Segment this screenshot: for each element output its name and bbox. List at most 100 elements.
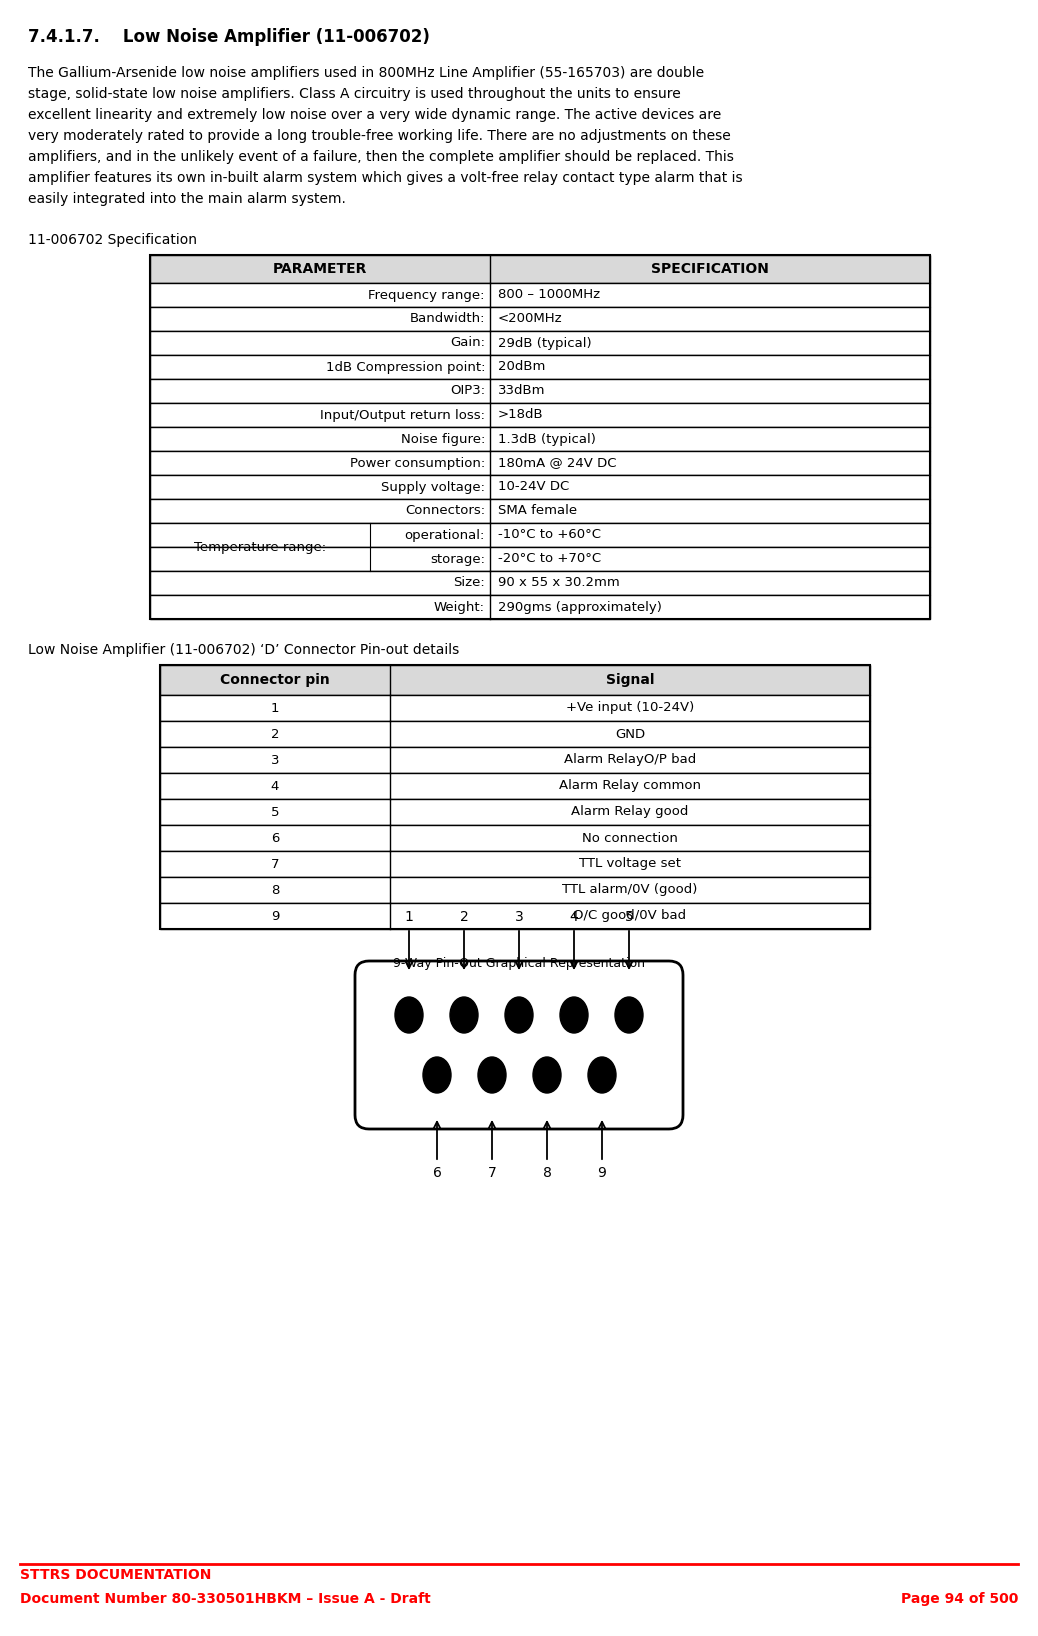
Bar	[151, 255, 930, 618]
Bar	[151, 380, 930, 402]
Text: 8: 8	[271, 883, 279, 897]
Text: Page 94 of 500: Page 94 of 500	[901, 1592, 1018, 1607]
Text: 3: 3	[271, 754, 279, 767]
Text: 9: 9	[598, 1166, 606, 1180]
Text: Gain:: Gain:	[450, 337, 485, 350]
Bar	[151, 308, 930, 330]
Text: OIP3:: OIP3:	[449, 384, 485, 398]
Bar	[151, 546, 930, 571]
Bar	[151, 330, 930, 355]
Text: 7.4.1.7.    Low Noise Amplifier (11-006702): 7.4.1.7. Low Noise Amplifier (11-006702)	[28, 28, 430, 46]
FancyBboxPatch shape	[355, 960, 683, 1129]
Text: 2: 2	[460, 910, 468, 924]
Text: SMA female: SMA female	[498, 504, 577, 517]
Bar	[151, 524, 930, 546]
Text: O/C good/0V bad: O/C good/0V bad	[573, 910, 686, 923]
Text: 1: 1	[271, 702, 279, 715]
Ellipse shape	[424, 1057, 450, 1093]
Text: 9: 9	[271, 910, 279, 923]
Text: 1: 1	[405, 910, 413, 924]
Bar	[160, 748, 870, 772]
Bar	[160, 664, 870, 695]
Bar	[160, 851, 870, 877]
Text: Low Noise Amplifier (11-006702) ‘D’ Connector Pin-out details: Low Noise Amplifier (11-006702) ‘D’ Conn…	[28, 643, 459, 658]
Bar	[160, 825, 870, 851]
Text: Bandwidth:: Bandwidth:	[410, 312, 485, 326]
Bar	[151, 452, 930, 474]
Bar	[151, 427, 930, 452]
Text: Noise figure:: Noise figure:	[401, 432, 485, 445]
Text: Frequency range:: Frequency range:	[368, 288, 485, 301]
Text: Document Number 80-330501HBKM – Issue A - Draft: Document Number 80-330501HBKM – Issue A …	[20, 1592, 431, 1607]
Text: Signal: Signal	[606, 672, 654, 687]
Text: Connector pin: Connector pin	[220, 672, 330, 687]
Text: 290gms (approximately): 290gms (approximately)	[498, 600, 662, 614]
Text: 2: 2	[271, 728, 279, 741]
Ellipse shape	[479, 1057, 506, 1093]
Bar	[151, 499, 930, 524]
Text: Power consumption:: Power consumption:	[350, 456, 485, 470]
Text: 4: 4	[271, 779, 279, 792]
Text: 180mA @ 24V DC: 180mA @ 24V DC	[498, 456, 617, 470]
Text: 33dBm: 33dBm	[498, 384, 546, 398]
Text: 1.3dB (typical): 1.3dB (typical)	[498, 432, 596, 445]
Text: Alarm RelayO/P bad: Alarm RelayO/P bad	[564, 754, 696, 767]
Text: 5: 5	[271, 805, 279, 818]
Text: amplifiers, and in the unlikely event of a failure, then the complete amplifier : amplifiers, and in the unlikely event of…	[28, 151, 734, 164]
Text: The Gallium-Arsenide low noise amplifiers used in 800MHz Line Amplifier (55-1657: The Gallium-Arsenide low noise amplifier…	[28, 65, 704, 80]
Bar	[151, 571, 930, 596]
Text: Connectors:: Connectors:	[405, 504, 485, 517]
Text: 4: 4	[570, 910, 578, 924]
Ellipse shape	[532, 1057, 561, 1093]
Text: stage, solid-state low noise amplifiers. Class A circuitry is used throughout th: stage, solid-state low noise amplifiers.…	[28, 87, 681, 101]
Text: Size:: Size:	[454, 576, 485, 589]
Bar	[160, 721, 870, 748]
Text: 8: 8	[543, 1166, 551, 1180]
Text: -20°C to +70°C: -20°C to +70°C	[498, 553, 601, 566]
Text: 1dB Compression point:: 1dB Compression point:	[326, 360, 485, 373]
Ellipse shape	[395, 996, 424, 1032]
Text: 7: 7	[271, 857, 279, 870]
Ellipse shape	[450, 996, 479, 1032]
Bar	[160, 664, 870, 929]
Text: PARAMETER: PARAMETER	[273, 262, 367, 276]
Bar	[151, 596, 930, 618]
Text: Supply voltage:: Supply voltage:	[381, 481, 485, 494]
Text: 11-006702 Specification: 11-006702 Specification	[28, 232, 197, 247]
Text: <200MHz: <200MHz	[498, 312, 563, 326]
Text: 7: 7	[488, 1166, 496, 1180]
Bar	[160, 798, 870, 825]
Ellipse shape	[559, 996, 588, 1032]
Text: easily integrated into the main alarm system.: easily integrated into the main alarm sy…	[28, 191, 346, 206]
Text: TTL voltage set: TTL voltage set	[579, 857, 681, 870]
Text: -10°C to +60°C: -10°C to +60°C	[498, 528, 601, 542]
Text: storage:: storage:	[430, 553, 485, 566]
Text: 6: 6	[433, 1166, 441, 1180]
Bar	[151, 355, 930, 380]
Ellipse shape	[588, 1057, 616, 1093]
Text: Weight:: Weight:	[434, 600, 485, 614]
Text: SPECIFICATION: SPECIFICATION	[651, 262, 769, 276]
Text: 10-24V DC: 10-24V DC	[498, 481, 569, 494]
Text: excellent linearity and extremely low noise over a very wide dynamic range. The : excellent linearity and extremely low no…	[28, 108, 721, 123]
Text: operational:: operational:	[405, 528, 485, 542]
Text: amplifier features its own in-built alarm system which gives a volt-free relay c: amplifier features its own in-built alar…	[28, 172, 742, 185]
Text: >18dB: >18dB	[498, 409, 544, 422]
Text: 20dBm: 20dBm	[498, 360, 545, 373]
Bar	[151, 474, 930, 499]
Text: GND: GND	[614, 728, 645, 741]
Bar	[151, 283, 930, 308]
Text: 3: 3	[515, 910, 523, 924]
Text: 6: 6	[271, 831, 279, 844]
Text: Input/Output return loss:: Input/Output return loss:	[320, 409, 485, 422]
Text: 90 x 55 x 30.2mm: 90 x 55 x 30.2mm	[498, 576, 620, 589]
Text: STTRS DOCUMENTATION: STTRS DOCUMENTATION	[20, 1567, 212, 1582]
Bar	[151, 402, 930, 427]
Bar	[151, 255, 930, 283]
Text: Alarm Relay common: Alarm Relay common	[559, 779, 701, 792]
Text: 29dB (typical): 29dB (typical)	[498, 337, 592, 350]
Ellipse shape	[614, 996, 643, 1032]
Ellipse shape	[506, 996, 532, 1032]
Text: 800 – 1000MHz: 800 – 1000MHz	[498, 288, 600, 301]
Text: 9-Way Pin-Out Graphical Representation: 9-Way Pin-Out Graphical Representation	[393, 957, 645, 970]
